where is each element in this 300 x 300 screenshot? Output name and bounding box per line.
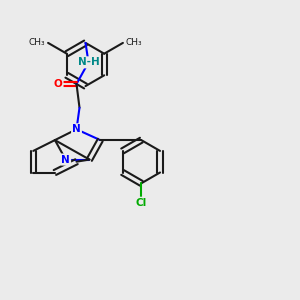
Text: N: N	[61, 154, 70, 164]
Text: CH₃: CH₃	[28, 38, 45, 47]
Text: CH₃: CH₃	[126, 38, 142, 47]
Text: Cl: Cl	[136, 198, 147, 208]
Text: O: O	[54, 79, 62, 89]
Text: N-H: N-H	[78, 57, 99, 67]
Text: N: N	[72, 124, 81, 134]
